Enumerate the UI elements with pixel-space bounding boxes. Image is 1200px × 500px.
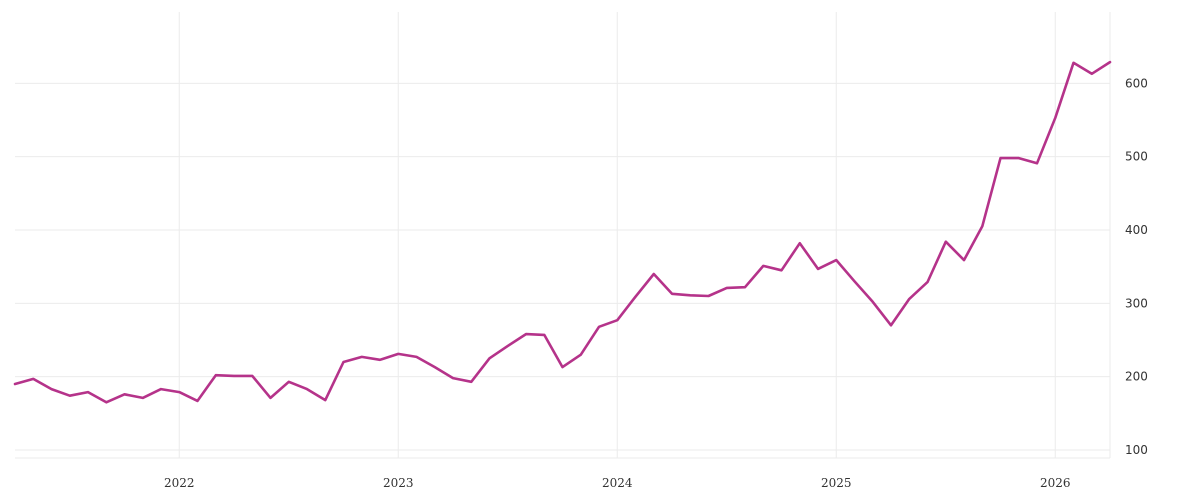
y-tick-label: 100: [1125, 443, 1148, 457]
y-gridlines: [15, 82, 1110, 459]
y-tick-label: 400: [1125, 223, 1148, 237]
x-gridlines: [178, 12, 1056, 458]
x-tick-label: 2024: [602, 476, 633, 490]
x-tick-label: 2022: [164, 476, 195, 490]
y-tick-label: 200: [1125, 370, 1148, 384]
y-tick-label: 300: [1125, 296, 1148, 310]
x-tick-label: 2023: [383, 476, 414, 490]
data-series-line: [13, 60, 1112, 404]
y-tick-label: 600: [1125, 76, 1148, 90]
x-axis-ticks: 2022 2023 2024 2025 2026: [164, 476, 1071, 490]
x-tick-label: 2026: [1040, 476, 1071, 490]
y-axis-ticks: 100 200 300 400 500 600: [1125, 76, 1148, 457]
x-tick-label: 2025: [821, 476, 852, 490]
y-tick-label: 500: [1125, 150, 1148, 164]
